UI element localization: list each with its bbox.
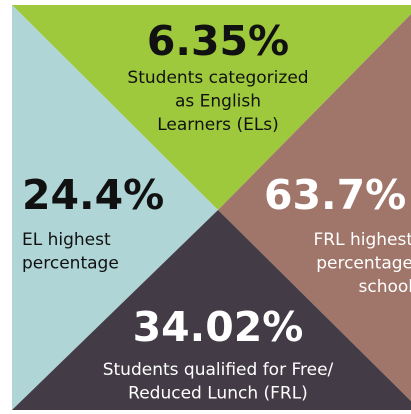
caption-line: EL highest [22,230,111,250]
stat: 6.35% [147,17,289,65]
caption-line: percentage [22,254,119,274]
caption-line: Learners (ELs) [157,115,279,135]
caption-line: percentage [316,254,411,274]
stat: 34.02% [133,303,304,351]
caption-line: as English [175,92,261,112]
caption-line: Reduced Lunch (FRL) [128,384,308,404]
stat: 24.4% [22,171,164,219]
right-panel [218,14,411,402]
top-panel [12,5,411,210]
stat: 63.7% [264,171,406,219]
caption-line: FRL highest [313,230,411,250]
caption-line: school [358,277,411,297]
bottom-panel [12,210,411,410]
caption-line: Students qualified for Free/ [103,360,334,380]
left-panel [12,5,218,410]
caption-line: Students categorized [127,68,308,88]
